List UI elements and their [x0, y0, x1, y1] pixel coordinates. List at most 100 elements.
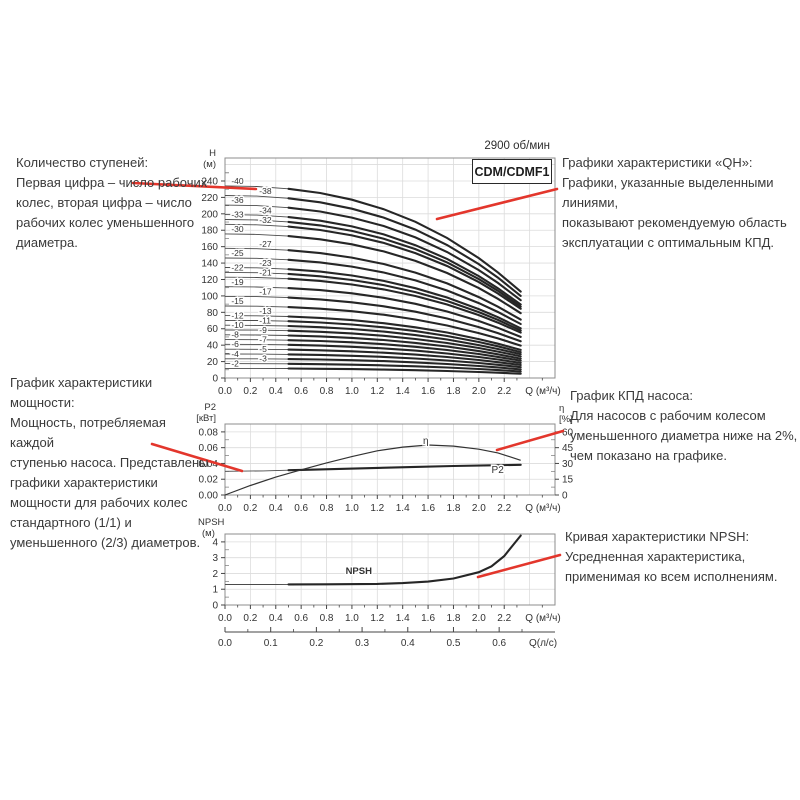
- svg-text:100: 100: [201, 291, 218, 302]
- svg-text:1.2: 1.2: [370, 613, 384, 624]
- qh-curve-label: -21: [259, 268, 272, 278]
- qh-curve-label: -2: [231, 358, 239, 368]
- qh-curve--2: -2: [225, 357, 522, 375]
- series-label: η: [423, 436, 429, 447]
- svg-text:0.3: 0.3: [355, 638, 369, 649]
- qh-curve-label: -9: [259, 325, 267, 335]
- svg-text:0.4: 0.4: [269, 503, 283, 514]
- svg-text:0.4: 0.4: [269, 613, 283, 624]
- qh-curve-label: -11: [259, 315, 271, 325]
- npsh-pointer: [476, 553, 562, 579]
- qh-curve--13: -13: [224, 304, 522, 351]
- qh-curve--4: -4: [225, 347, 522, 371]
- npsh-curve-label: NPSH: [346, 566, 373, 577]
- svg-text:0.06: 0.06: [199, 443, 219, 454]
- qh-curve--38: -38: [224, 185, 522, 297]
- svg-text:1.4: 1.4: [396, 503, 410, 514]
- qh-curve--12: -12: [224, 309, 522, 354]
- svg-text:0.4: 0.4: [401, 638, 415, 649]
- qh-chart: 0.0 0.2 0.4 0.6 0.8 1.0 1.2 1.4 1.6 1.8 2.0 2.2 Q (м…: [201, 148, 560, 397]
- svg-text:1: 1: [212, 585, 218, 596]
- note-qh: Графики характеристики «QH»: Графики, ук…: [562, 153, 800, 253]
- svg-text:1.6: 1.6: [421, 613, 435, 624]
- svg-text:Q (м³/ч): Q (м³/ч): [525, 386, 560, 397]
- note-npsh-title: Кривая характеристики NPSH:: [565, 529, 750, 544]
- qh-curve-label: -27: [259, 239, 272, 249]
- qh-curve-label: -13: [259, 306, 272, 316]
- svg-text:2.2: 2.2: [497, 503, 511, 514]
- svg-text:0.08: 0.08: [199, 427, 219, 438]
- note-eff-title: График КПД насоса:: [570, 388, 693, 403]
- qh-curve-label: -12: [231, 310, 244, 320]
- qh-curve--17: -17: [224, 285, 522, 343]
- qh-curve--10: -10: [224, 319, 522, 358]
- note-npsh: Кривая характеристики NPSH: Усредненная …: [565, 527, 800, 587]
- note-npsh-body: Усредненная характеристика, применимая к…: [565, 549, 778, 584]
- qh-curve-label: -33: [231, 210, 244, 220]
- svg-text:0.0: 0.0: [218, 638, 232, 649]
- stages-pointer: [131, 181, 258, 191]
- qh-curve-label: -15: [231, 296, 244, 306]
- qh-curve-label: -10: [231, 320, 244, 330]
- qh-curve--34: -34: [224, 204, 522, 306]
- qh-curve-label: -8: [231, 330, 239, 340]
- series-eta: η: [224, 434, 521, 496]
- svg-text:Q(л/с): Q(л/с): [529, 638, 557, 649]
- svg-text:η: η: [559, 403, 564, 414]
- qh-curve-label: -36: [231, 195, 244, 205]
- svg-text:140: 140: [201, 259, 218, 270]
- svg-text:[кВт]: [кВт]: [196, 413, 216, 424]
- series-label: P2: [492, 465, 505, 476]
- svg-text:0.1: 0.1: [264, 638, 278, 649]
- svg-text:0.04: 0.04: [199, 459, 219, 470]
- svg-text:1.4: 1.4: [396, 613, 410, 624]
- note-power: График характеристики мощности: Мощность…: [10, 373, 210, 553]
- note-qh-title: Графики характеристики «QH»:: [562, 155, 753, 170]
- qh-curve--3: -3: [224, 352, 522, 373]
- note-power-body: Мощность, потребляемая каждой ступенью н…: [10, 415, 209, 550]
- svg-text:0: 0: [562, 491, 568, 502]
- model-label: CDM/CDMF1: [474, 164, 550, 179]
- qh-curve--36: -36: [224, 194, 522, 302]
- svg-text:60: 60: [207, 324, 219, 335]
- qh-curve--21: -21: [224, 266, 522, 334]
- qh-curve--30: -30: [224, 223, 522, 315]
- qh-pointer: [435, 187, 559, 221]
- svg-text:0.0: 0.0: [218, 613, 232, 624]
- svg-text:Q (м³/ч): Q (м³/ч): [525, 503, 560, 514]
- svg-text:0.00: 0.00: [199, 491, 219, 502]
- svg-text:(м): (м): [202, 528, 215, 539]
- svg-text:40: 40: [207, 341, 219, 352]
- qh-curve--6: -6: [224, 338, 522, 367]
- svg-text:2.0: 2.0: [472, 503, 486, 514]
- svg-text:200: 200: [201, 209, 218, 220]
- note-stages-body: Первая цифра – число рабочих колес, втор…: [16, 175, 208, 250]
- svg-text:2.0: 2.0: [472, 613, 486, 624]
- svg-text:0: 0: [212, 374, 218, 385]
- svg-text:4: 4: [212, 537, 218, 548]
- qh-curve-label: -3: [259, 354, 267, 364]
- svg-text:0.8: 0.8: [320, 613, 334, 624]
- svg-text:1.2: 1.2: [370, 386, 384, 397]
- svg-text:(м): (м): [203, 159, 216, 170]
- note-power-title: График характеристики мощности:: [10, 375, 153, 410]
- svg-text:Q (м³/ч): Q (м³/ч): [525, 613, 560, 624]
- eff-pointer: [495, 429, 565, 452]
- svg-text:1.8: 1.8: [447, 503, 461, 514]
- svg-text:0.0: 0.0: [218, 503, 232, 514]
- qh-curve--5: -5: [224, 343, 522, 369]
- qh-curve-label: -6: [231, 339, 239, 349]
- svg-text:0: 0: [212, 601, 218, 612]
- svg-text:0.5: 0.5: [447, 638, 461, 649]
- svg-text:1.4: 1.4: [396, 386, 410, 397]
- qh-curve-label: -17: [259, 287, 272, 297]
- qh-curve--19: -19: [224, 275, 522, 338]
- svg-text:15: 15: [562, 475, 574, 486]
- svg-text:H: H: [209, 148, 216, 159]
- svg-text:160: 160: [201, 242, 218, 253]
- svg-text:1.0: 1.0: [345, 503, 359, 514]
- svg-text:2.2: 2.2: [497, 613, 511, 624]
- model-box: CDM/CDMF1: [472, 159, 552, 184]
- svg-text:NPSH: NPSH: [198, 517, 225, 528]
